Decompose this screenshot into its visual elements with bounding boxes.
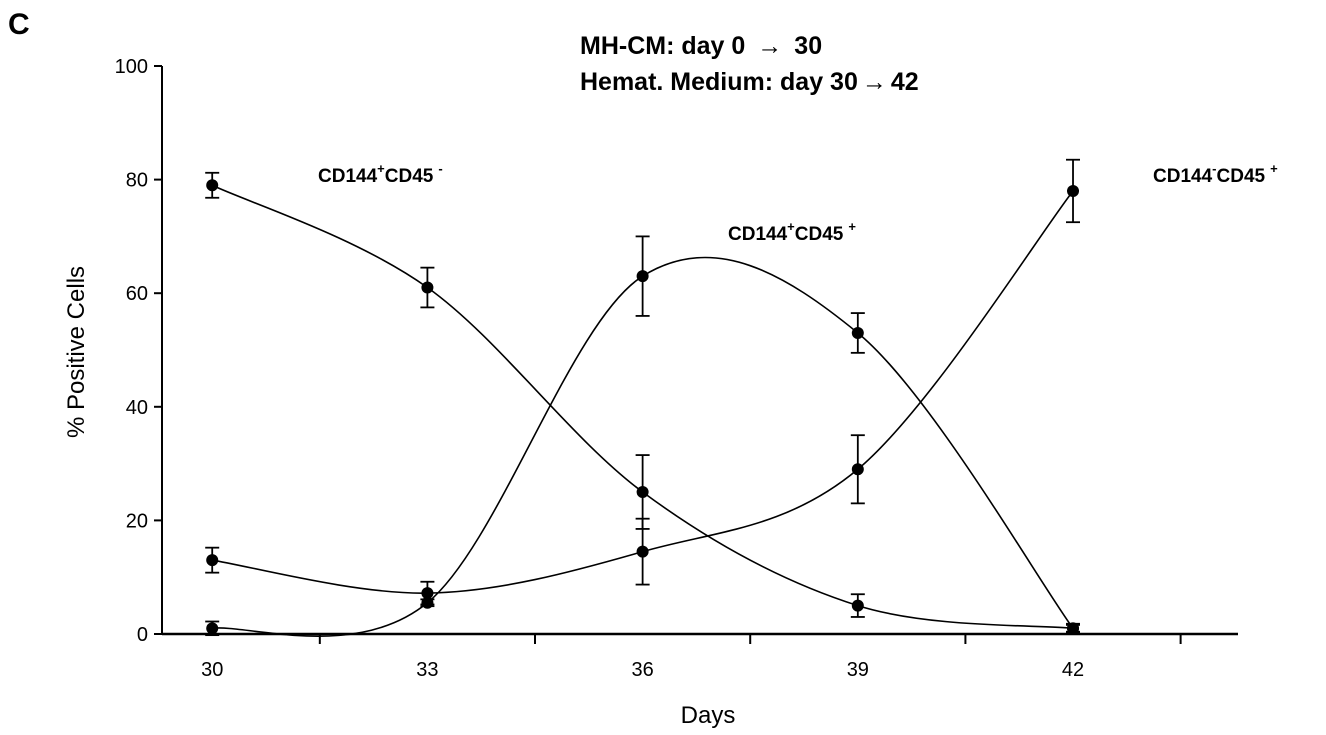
- series-labels: CD144+CD45- CD144+CD45 + CD144-CD45 +: [318, 161, 1278, 245]
- y-tick-label: 40: [126, 397, 148, 419]
- y-tick-label: 100: [115, 56, 148, 78]
- data-point: [421, 281, 434, 294]
- y-tick-label: 20: [126, 510, 148, 532]
- series-label-cd144neg-cd45pos: CD144-CD45 +: [1153, 161, 1278, 187]
- data-point: [206, 622, 219, 635]
- data-point: [851, 599, 864, 612]
- data-points: [206, 179, 1080, 635]
- axes: [154, 65, 1238, 644]
- data-point: [206, 179, 219, 192]
- x-tick-label: 30: [201, 659, 223, 681]
- series-line-0: [211, 184, 1074, 630]
- series-line-2: [212, 190, 1074, 594]
- data-point: [636, 486, 649, 498]
- x-tick-label: 39: [847, 659, 869, 681]
- x-tick-label: 36: [631, 659, 653, 681]
- tick-labels: 0 20 40 60 80 100 30 33 36 39 42: [115, 56, 1085, 681]
- x-tick-label: 42: [1062, 659, 1084, 681]
- data-point: [421, 596, 434, 609]
- series-label-cd144pos-cd45pos: CD144+CD45 +: [728, 219, 856, 245]
- data-point: [1067, 184, 1080, 197]
- y-tick-label: 80: [126, 170, 148, 192]
- panel-label: C: [8, 8, 30, 41]
- data-point: [851, 326, 864, 339]
- x-tick-label: 33: [416, 659, 438, 681]
- protocol-annotation: MH-CM: day 0 → 30 Hemat. Medium: day 30 → 42: [580, 32, 919, 96]
- y-tick-label: 0: [137, 624, 148, 646]
- data-point: [636, 270, 649, 283]
- y-axis-title: % Positive Cells: [63, 266, 90, 438]
- data-point: [421, 587, 434, 600]
- error-bars: [205, 158, 1081, 637]
- data-point: [851, 463, 864, 476]
- annotation-line-1: MH-CM: day 0 → 30: [580, 32, 822, 60]
- series-label-cd144pos-cd45neg: CD144+CD45-: [318, 161, 443, 187]
- data-point: [636, 545, 649, 558]
- y-tick-label: 60: [126, 283, 148, 305]
- annotation-line-2: Hemat. Medium: day 30 → 42: [580, 68, 919, 96]
- x-axis-title: Days: [681, 702, 736, 729]
- data-point: [206, 554, 219, 567]
- data-point: [1067, 622, 1080, 635]
